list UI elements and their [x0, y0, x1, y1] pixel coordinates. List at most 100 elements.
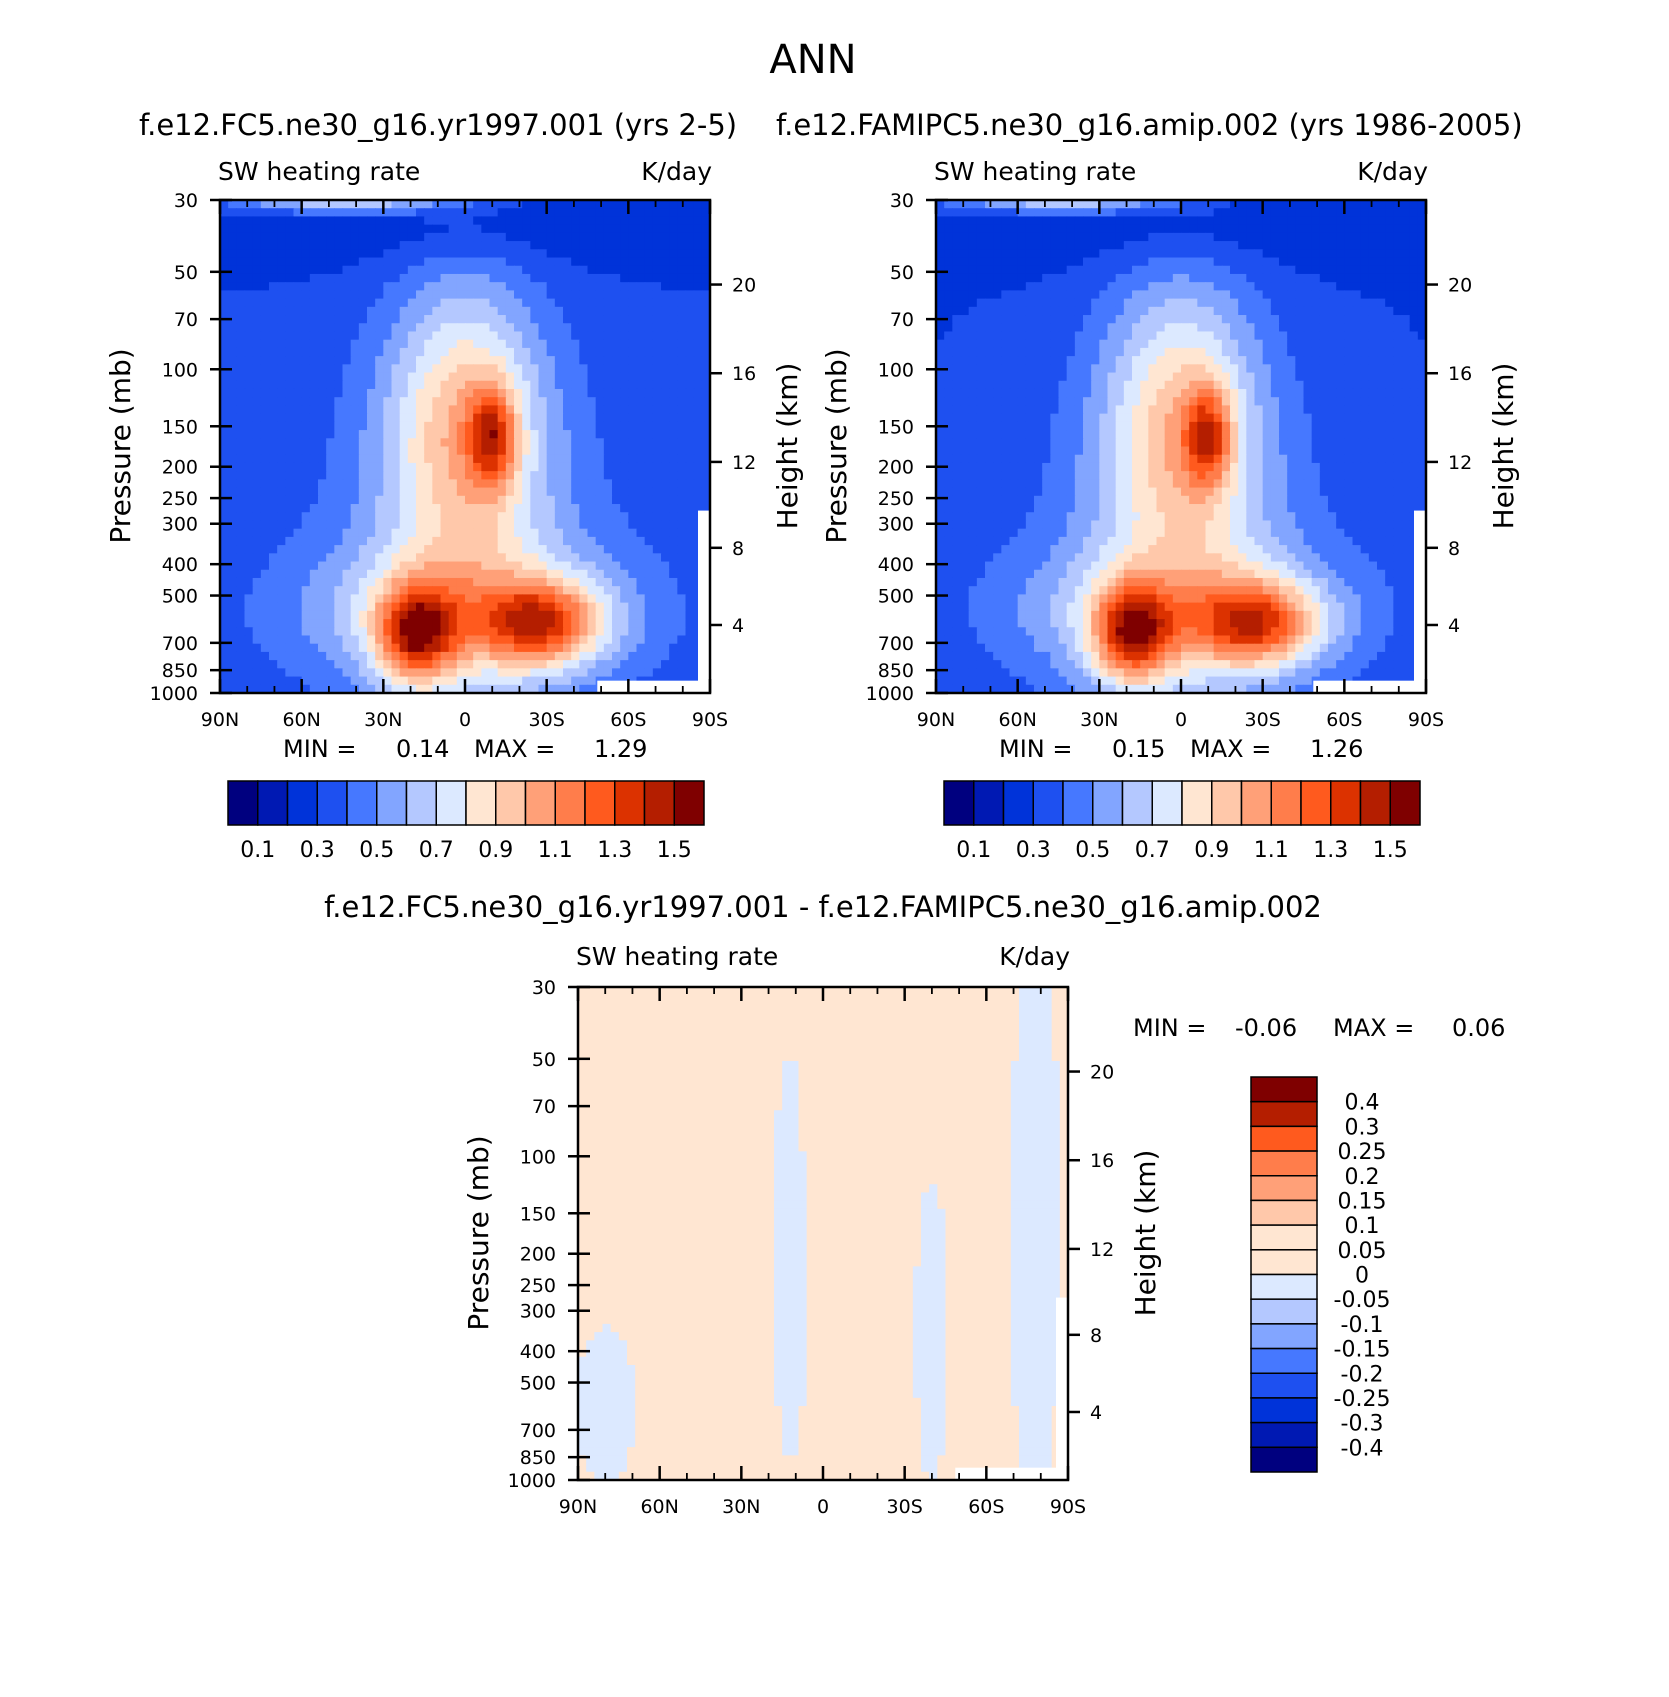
field-cell [318, 553, 327, 563]
field-cell [1156, 232, 1166, 242]
field-cell [473, 298, 482, 308]
field-cell [416, 347, 425, 357]
field-cell [1091, 200, 1100, 209]
field-cell [489, 405, 499, 415]
field-cell [1344, 232, 1354, 242]
field-cell [1172, 265, 1182, 275]
field-cell [693, 315, 703, 324]
field-cell [522, 364, 531, 374]
field-cell [514, 462, 523, 472]
field-cell [220, 413, 229, 423]
field-cell [1042, 224, 1051, 234]
field-cell [505, 676, 515, 686]
field-cell [285, 619, 295, 628]
field-cell [440, 356, 450, 365]
field-cell [1385, 347, 1394, 357]
field-cell [473, 232, 482, 242]
field-cell [554, 512, 564, 522]
field-cell [661, 520, 670, 530]
field-cell [416, 323, 425, 333]
field-cell [383, 323, 393, 333]
field-cell [334, 569, 344, 579]
field-cell [260, 298, 270, 308]
field-cell [309, 306, 319, 316]
field-cell [277, 561, 286, 571]
field-cell [522, 512, 531, 522]
field-cell [677, 619, 687, 628]
field-cell [669, 397, 678, 407]
field-cell [252, 479, 262, 489]
field-cell [358, 462, 368, 472]
field-cell [595, 224, 605, 234]
field-cell [1279, 306, 1288, 316]
field-cell [277, 347, 286, 357]
field-cell [236, 528, 246, 538]
field-cell [1352, 208, 1362, 218]
field-cell [1230, 232, 1239, 242]
field-cell [603, 347, 613, 357]
field-cell [1042, 290, 1051, 300]
field-cell [1311, 273, 1321, 283]
field-cell [456, 602, 466, 612]
field-cell [269, 676, 278, 686]
field-cell [416, 200, 425, 209]
field-cell [1238, 200, 1247, 209]
field-cell [489, 430, 499, 439]
field-cell [285, 356, 295, 365]
field-cell [367, 479, 376, 489]
field-cell [228, 602, 237, 612]
field-cell [1319, 364, 1329, 374]
field-cell [522, 569, 531, 579]
field-cell [456, 594, 466, 604]
field-cell [1336, 232, 1345, 242]
field-cell [1393, 364, 1403, 374]
field-cell [334, 397, 344, 407]
field-cell [554, 331, 564, 341]
field-cell [685, 200, 695, 209]
field-cell [530, 413, 540, 423]
field-cell [416, 339, 425, 349]
field-cell [269, 577, 278, 587]
field-cell [514, 380, 523, 390]
field-cell [554, 479, 564, 489]
field-cell [350, 602, 360, 612]
field-cell [612, 536, 621, 546]
field-cell [260, 339, 270, 349]
field-cell [440, 216, 450, 226]
field-cell [944, 200, 953, 209]
field-cell [620, 528, 629, 538]
field-cell [375, 446, 384, 456]
field-cell [530, 356, 540, 365]
field-cell [612, 315, 621, 324]
field-cell [350, 684, 360, 693]
field-cell [416, 651, 425, 661]
field-cell [1393, 356, 1403, 365]
field-cell [448, 676, 458, 686]
field-cell [1328, 356, 1337, 365]
field-cell [407, 561, 417, 571]
field-cell [358, 660, 368, 669]
field-cell [318, 586, 327, 595]
field-cell [612, 561, 621, 571]
field-cell [1009, 356, 1019, 365]
field-cell [603, 454, 613, 464]
field-cell [505, 545, 515, 554]
field-cell [293, 347, 303, 357]
field-cell [985, 265, 994, 275]
field-cell [285, 545, 295, 554]
field-cell [407, 323, 417, 333]
field-cell [448, 545, 458, 554]
field-cell [571, 364, 580, 374]
field-cell [1132, 290, 1141, 300]
field-cell [960, 241, 970, 250]
field-cell [432, 504, 442, 513]
field-cell [546, 339, 556, 349]
field-cell [228, 495, 237, 505]
field-cell [993, 200, 1002, 209]
field-cell [342, 594, 352, 604]
field-cell [1360, 200, 1370, 209]
field-cell [481, 421, 491, 431]
field-cell [579, 298, 589, 308]
max-label: MAX = [474, 735, 555, 763]
field-cell [661, 290, 670, 300]
